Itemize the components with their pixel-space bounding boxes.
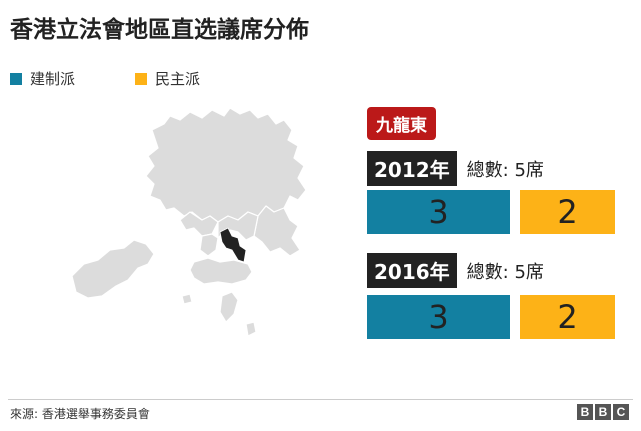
total-seats-2012: 總數: 5席 <box>466 159 544 181</box>
bar-2016-pro-establishment: 3 <box>367 295 510 339</box>
legend-swatch-pro-establishment <box>10 72 22 85</box>
map-area-outlying-islet <box>181 293 193 305</box>
footer-divider <box>8 399 633 400</box>
map-area-lamma <box>219 291 239 323</box>
map-area-hong-kong-island <box>189 257 253 285</box>
map-area-southern-islet <box>245 321 257 337</box>
year-row-2012: 2012年 總數: 5席 <box>367 151 544 186</box>
map-area-kowloon-west <box>199 233 219 257</box>
hong-kong-map <box>71 107 307 337</box>
year-label-2012: 2012年 <box>367 151 457 186</box>
bar-2016-pro-democracy: 2 <box>520 295 615 339</box>
bar-group-2012: 3 2 <box>367 190 615 234</box>
map-area-sai-kung <box>253 205 301 257</box>
bbc-logo-letter: B <box>577 404 593 420</box>
map-area-new-territories <box>145 107 307 223</box>
year-row-2016: 2016年 總數: 5席 <box>367 253 544 288</box>
legend: 建制派 民主派 <box>10 68 260 89</box>
year-label-2016: 2016年 <box>367 253 457 288</box>
bbc-logo-letter: C <box>613 404 629 420</box>
bar-2012-pro-establishment: 3 <box>367 190 510 234</box>
legend-item-pro-democracy: 民主派 <box>135 68 200 89</box>
legend-label-pro-democracy: 民主派 <box>155 70 201 88</box>
page-title: 香港立法會地區直选議席分佈 <box>10 17 309 43</box>
total-seats-2016: 總數: 5席 <box>466 261 544 283</box>
legend-label-pro-establishment: 建制派 <box>30 70 76 88</box>
source-note: 來源: 香港選舉事務委員會 <box>10 407 150 421</box>
map-area-lantau <box>71 239 155 299</box>
bar-2012-pro-democracy: 2 <box>520 190 615 234</box>
bbc-logo-letter: B <box>595 404 611 420</box>
bbc-logo: B B C <box>575 404 629 420</box>
legend-item-pro-establishment: 建制派 <box>10 68 75 89</box>
map-highlight-kowloon-east <box>219 227 247 263</box>
legend-swatch-pro-democracy <box>135 72 148 85</box>
bar-group-2016: 3 2 <box>367 295 615 339</box>
region-label: 九龍東 <box>367 107 436 140</box>
